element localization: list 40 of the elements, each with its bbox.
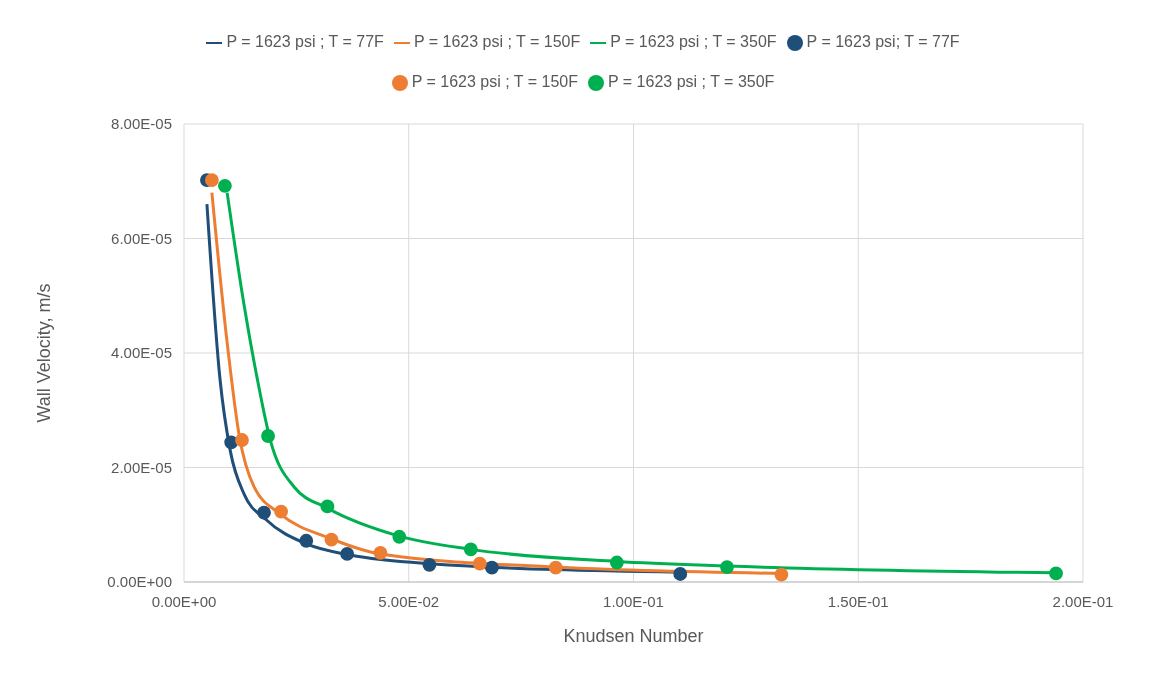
point [422,557,437,572]
legend-label: P = 1623 psi ; T = 150F [411,73,578,90]
point [274,504,288,519]
legend-label: P = 1623 psi ; T = 150F [413,33,581,50]
point [673,567,688,581]
point [463,542,478,557]
x-tick-label: 1.50E-01 [827,592,889,610]
point [392,529,407,544]
point [1049,566,1063,581]
point [217,178,232,193]
point [324,532,339,547]
point [257,505,271,520]
y-tick-label: 4.00E-05 [111,344,172,362]
y-tick-label: 8.00E-05 [111,115,172,133]
point [720,560,734,575]
x-tick-label: 5.00E-02 [378,592,440,610]
point [261,429,275,443]
point [774,567,789,582]
point [340,547,355,561]
x-tick-label: 1.00E-01 [603,592,664,610]
point [485,560,499,575]
y-axis-title: Wall Velocity, m/s [34,283,55,423]
point [204,173,219,187]
legend-label: P = 1623 psi ; T = 350F [610,33,777,50]
point [299,533,314,548]
x-tick-label: 2.00E-01 [1052,592,1114,610]
point [373,545,388,560]
legend-label: P = 1623 psi ; T = 350F [608,73,775,90]
y-tick-label: 0.00E+00 [107,573,172,591]
x-tick-label: 0.00E+00 [151,592,217,610]
point [472,556,487,571]
legend-label: P = 1623 psi ; T = 77F [226,33,384,50]
x-axis-title: Knudsen Number [563,626,704,646]
point [548,560,563,575]
y-tick-label: 6.00E-05 [111,229,172,247]
point [235,433,249,447]
y-tick-label: 2.00E-05 [111,458,172,476]
point [609,555,624,570]
legend-label: P = 1623 psi; T = 77F [806,33,960,50]
point [320,499,335,514]
